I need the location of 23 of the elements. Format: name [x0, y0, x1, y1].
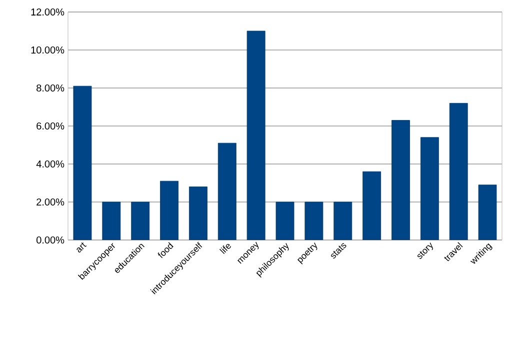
bar [189, 186, 208, 240]
bar [334, 202, 352, 240]
y-tick-label: 2.00% [36, 198, 64, 206]
bar [276, 202, 294, 240]
y-tick-label: 8.00% [36, 84, 64, 92]
bar [450, 103, 468, 240]
y-tick-label: 4.00% [36, 160, 64, 168]
bar [218, 143, 236, 240]
bar [420, 137, 439, 240]
y-tick-label: 10.00% [31, 46, 64, 54]
y-tick-label: 0.00% [36, 236, 64, 244]
bar [478, 184, 497, 240]
bar [304, 202, 323, 240]
y-tick-label: 6.00% [36, 122, 64, 130]
bar [362, 172, 381, 240]
bar [73, 86, 92, 240]
y-tick-label: 12.00% [31, 8, 64, 16]
bar [247, 31, 266, 240]
bar [392, 120, 410, 240]
x-tick-label: life [219, 244, 231, 254]
bar [131, 202, 150, 240]
bar [102, 202, 120, 240]
bar [160, 181, 178, 240]
